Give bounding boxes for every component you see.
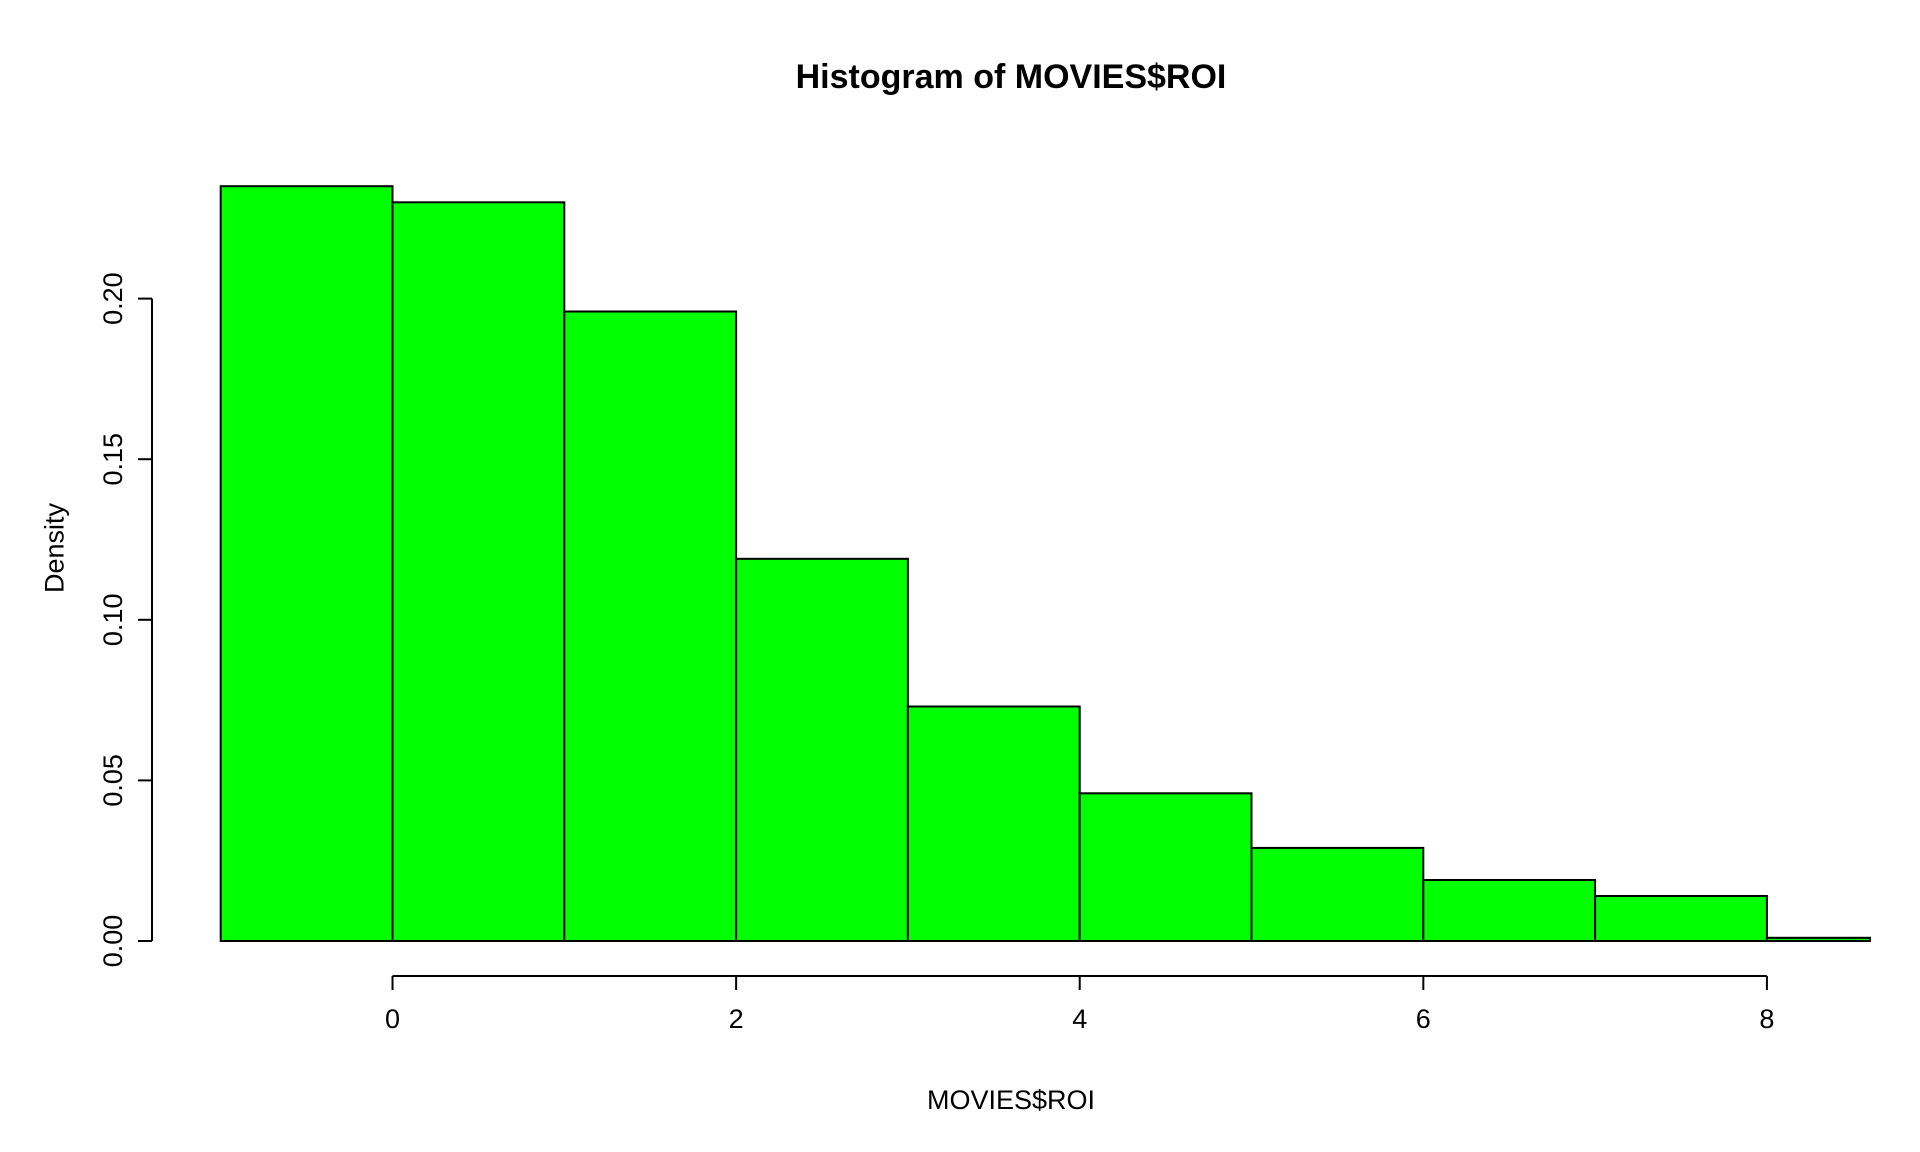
histogram-bar <box>219 185 394 942</box>
histogram-bar <box>1765 936 1872 942</box>
y-tick-label: 0.05 <box>98 754 128 807</box>
x-axis-label: MOVIES$ROI <box>926 1085 1096 1115</box>
y-tick-label: 0.00 <box>98 915 128 968</box>
histogram-bar <box>1250 846 1425 943</box>
y-tick-label: 0.15 <box>98 433 128 486</box>
histogram-bar <box>1594 895 1768 942</box>
histogram-bar <box>906 705 1081 942</box>
x-tick-label: 8 <box>1759 1004 1774 1034</box>
histogram-bar <box>1422 879 1597 942</box>
x-tick-label: 2 <box>729 1004 744 1034</box>
histogram-bar <box>563 310 738 942</box>
y-tick-label: 0.20 <box>98 272 128 325</box>
x-tick-label: 0 <box>385 1004 400 1034</box>
histogram-bar <box>391 201 566 943</box>
histogram-bar <box>735 557 909 942</box>
histogram-bar <box>1078 792 1253 942</box>
x-tick-label: 6 <box>1416 1004 1431 1034</box>
chart-title: Histogram of MOVIES$ROI <box>795 58 1227 96</box>
x-tick-label: 4 <box>1072 1004 1087 1034</box>
y-tick-label: 0.10 <box>98 594 128 647</box>
